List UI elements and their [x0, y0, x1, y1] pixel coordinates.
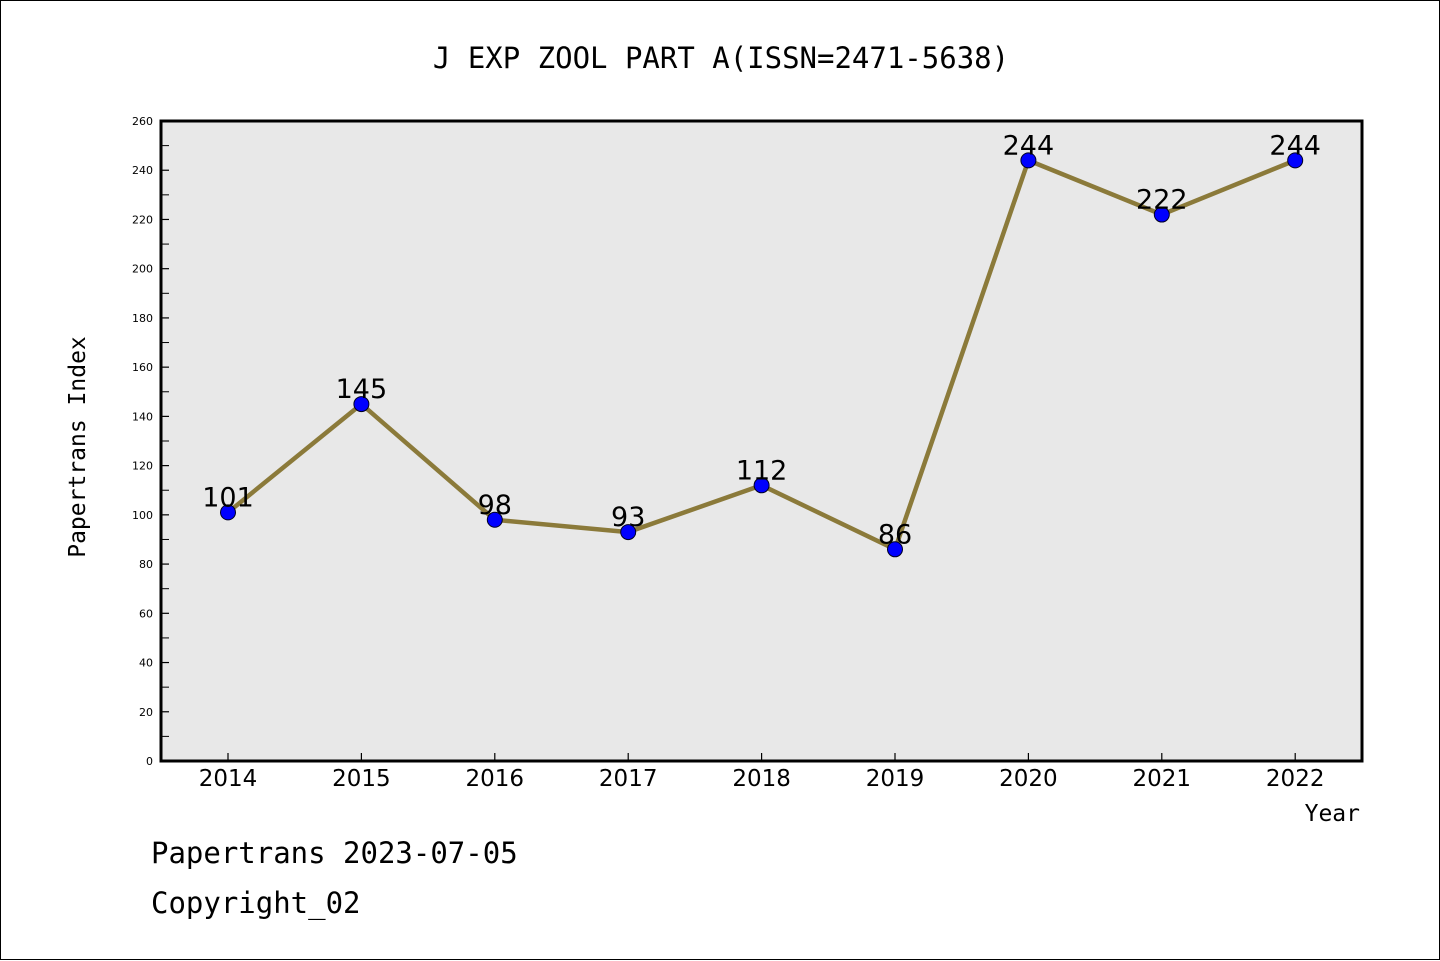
- data-point-2017: [620, 524, 637, 541]
- plot-area: [159, 119, 1364, 763]
- data-point-2014: [220, 504, 236, 521]
- data-point-2020: [1020, 152, 1037, 169]
- data-label-2015: 145: [336, 374, 388, 405]
- data-label-2021: 222: [1136, 185, 1188, 216]
- y-tick-label-200: 200: [132, 263, 153, 276]
- data-point-2018: [753, 477, 770, 494]
- x-tick-label-2019: 2019: [866, 766, 925, 792]
- y-tick-label-60: 60: [139, 607, 153, 620]
- y-axis: 0 20 40 60 80 100 120 140 160 180 200 220 240 260: [132, 115, 169, 768]
- marker-layer: [220, 152, 1304, 558]
- x-tick-label-2018: 2018: [732, 766, 791, 792]
- data-point-2015: [353, 396, 370, 413]
- footer-copyright: Copyright_02: [151, 886, 361, 920]
- x-tick-label-2016: 2016: [466, 766, 525, 792]
- y-tick-label-260: 260: [132, 115, 153, 128]
- data-point-2021: [1153, 206, 1170, 223]
- data-label-2019: 86: [878, 519, 912, 550]
- x-tick-label-2014: 2014: [199, 766, 258, 792]
- x-tick-label-2017: 2017: [599, 766, 658, 792]
- y-tick-label-180: 180: [132, 312, 153, 325]
- x-tick-label-2015: 2015: [332, 766, 391, 792]
- x-tick-label-2022: 2022: [1266, 766, 1325, 792]
- data-label-2016: 98: [478, 490, 512, 521]
- y-tick-label-160: 160: [132, 361, 153, 374]
- data-label-layer: 101 145 98 93 112 86 244 222 244: [202, 130, 1321, 550]
- x-axis-label: Year: [1305, 801, 1360, 827]
- x-tick-label-2021: 2021: [1133, 766, 1192, 792]
- data-label-2020: 244: [1003, 130, 1055, 161]
- data-point-2016: [486, 511, 503, 528]
- y-tick-label-120: 120: [132, 460, 153, 473]
- data-label-2018: 112: [736, 455, 788, 486]
- y-tick-label-100: 100: [132, 509, 153, 522]
- data-point-2019: [887, 541, 903, 558]
- data-label-2022: 244: [1269, 130, 1321, 161]
- x-tick-label-2020: 2020: [999, 766, 1058, 792]
- footer-date-stamp: Papertrans 2023-07-05: [151, 836, 518, 870]
- y-tick-label-40: 40: [139, 657, 153, 670]
- y-tick-label-0: 0: [146, 755, 153, 768]
- y-axis-label: Papertrans Index: [65, 336, 91, 558]
- y-tick-label-240: 240: [132, 164, 153, 177]
- data-label-2014: 101: [202, 482, 254, 513]
- y-tick-label-20: 20: [139, 706, 153, 719]
- y-tick-label-80: 80: [139, 558, 153, 571]
- x-axis: 2014 2015 2016 2017 2018 2019 2020 2021 2022: [199, 753, 1325, 792]
- y-tick-label-140: 140: [132, 410, 153, 423]
- y-tick-label-220: 220: [132, 213, 153, 226]
- chart-title: J EXP ZOOL PART A(ISSN=2471-5638): [433, 41, 1009, 75]
- data-point-2022: [1287, 152, 1304, 169]
- data-label-2017: 93: [611, 502, 645, 533]
